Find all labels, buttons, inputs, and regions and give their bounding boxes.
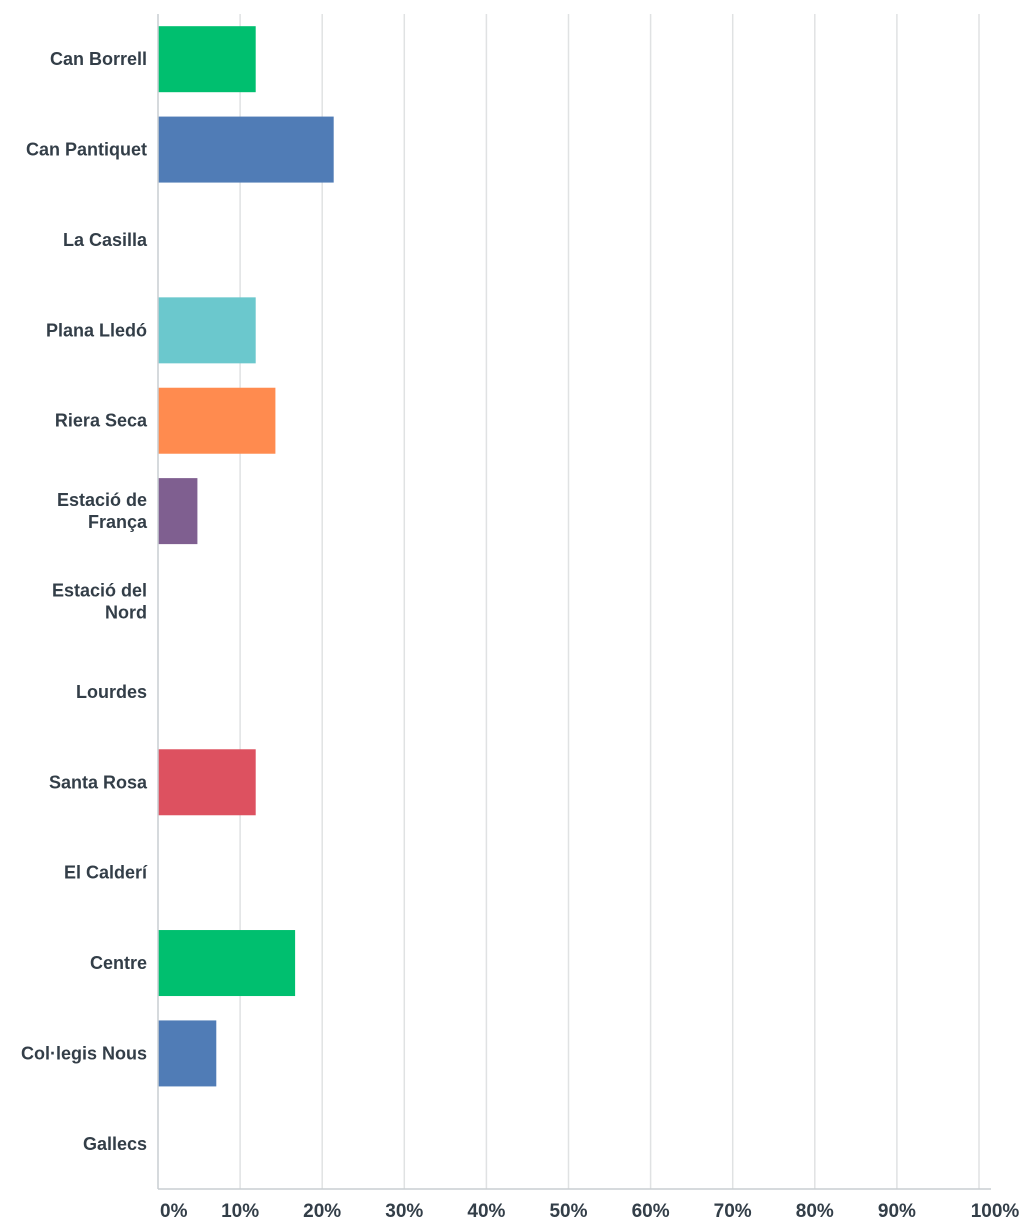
category-labels: Can Borrell Can Pantiquet La Casilla Plana … (21, 49, 148, 1154)
axes (157, 14, 991, 1190)
category-label: Lourdes (76, 682, 147, 702)
x-tick-label: 60% (632, 1201, 670, 1222)
x-tick-label: 80% (796, 1201, 834, 1222)
category-label: Col·legis Nous (21, 1043, 147, 1063)
x-tick-label: 0% (160, 1201, 188, 1222)
bar (158, 478, 198, 545)
bar (158, 1020, 217, 1087)
category-label: Riera Seca (55, 411, 148, 431)
bar (158, 116, 334, 183)
x-tick-label: 100% (971, 1201, 1020, 1222)
bar (158, 387, 276, 454)
x-tick-label: 40% (467, 1201, 505, 1222)
category-label: Can Pantiquet (26, 140, 147, 160)
category-label: La Casilla (63, 230, 148, 250)
x-tick-label: 10% (221, 1201, 259, 1222)
category-label: Can Borrell (50, 49, 147, 69)
category-label: Santa Rosa (49, 772, 148, 792)
x-tick-label: 50% (549, 1201, 587, 1222)
x-tick-label: 30% (385, 1201, 423, 1222)
bar (158, 749, 256, 816)
bar (158, 930, 296, 997)
category-label: El Calderí (64, 863, 148, 883)
x-tick-label: 70% (714, 1201, 752, 1222)
category-label: Estació de França (57, 490, 148, 532)
category-label: Plana Lledó (46, 320, 147, 340)
category-label: Gallecs (83, 1134, 147, 1154)
category-label: Centre (90, 953, 147, 973)
bars (158, 26, 334, 1087)
x-tick-label: 90% (878, 1201, 916, 1222)
category-label: Estació del Nord (52, 581, 147, 623)
x-tick-label: 20% (303, 1201, 341, 1222)
x-tick-labels: 0% 10% 20% 30% 40% 50% 60% 70% 80% 90% 100% (160, 1201, 1019, 1222)
gridlines (239, 14, 980, 1189)
bar (158, 26, 256, 93)
bar (158, 297, 256, 364)
